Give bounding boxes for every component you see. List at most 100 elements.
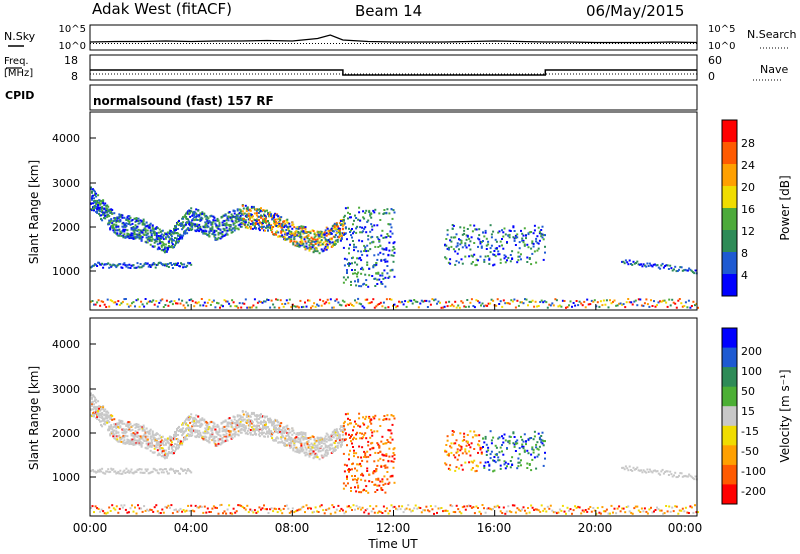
velocity-cell-3299 — [351, 434, 353, 436]
velocity-cell-2803 — [308, 455, 311, 458]
velocity-cell-4683 — [363, 511, 366, 514]
velocity-cell-2895 — [316, 447, 319, 450]
power-cell-2042 — [244, 204, 247, 207]
velocity-cell-37 — [92, 400, 94, 403]
velocity-cell-4471 — [202, 511, 205, 514]
power-cell-4908 — [534, 300, 537, 303]
velocity-cell-2605 — [292, 449, 295, 452]
power-cell-3824 — [465, 246, 468, 249]
power-cell-3316 — [353, 246, 355, 249]
power-cell-2614 — [293, 234, 296, 237]
velocity-cell-3217 — [342, 487, 345, 490]
power-cell-3410 — [362, 268, 365, 271]
power-cell-4780 — [437, 300, 440, 303]
power-cell-4378 — [132, 301, 135, 304]
velocity-cell-2263 — [263, 419, 265, 422]
power-cell-4488 — [216, 301, 218, 304]
velocity-cell-3589 — [380, 465, 383, 468]
power-cell-5042 — [636, 304, 639, 307]
velocity-cell-3295 — [351, 475, 353, 477]
power-cell-1254 — [180, 224, 182, 227]
power-cell-1496 — [199, 225, 202, 228]
velocity-cell-455 — [122, 435, 125, 438]
power-cell-3350 — [356, 273, 359, 275]
power-cell-348 — [114, 264, 117, 267]
power-cell-2214 — [258, 221, 261, 224]
power-cell-4644 — [334, 299, 337, 302]
velocity-cell-91 — [96, 417, 99, 420]
velocity-cell-3939 — [489, 453, 492, 456]
power-cell-3834 — [466, 228, 469, 230]
velocity-cell-231 — [106, 421, 109, 424]
power-cell-4454 — [190, 298, 193, 301]
velocity-cell-1807 — [224, 420, 227, 423]
velocity-cell-4569 — [276, 511, 279, 514]
power-cell-484 — [124, 236, 127, 239]
power-cell-3236 — [344, 232, 347, 235]
velocity-cell-4091 — [521, 438, 524, 441]
power-cell-4654 — [341, 299, 344, 302]
power-colorbar — [722, 120, 737, 297]
power-cell-1338 — [186, 232, 189, 235]
power-cell-4830 — [475, 299, 478, 302]
velocity-cell-2555 — [288, 428, 291, 431]
power-cell-3118 — [335, 222, 338, 225]
velocity-cell-3867 — [474, 470, 477, 473]
velocity-cell-4031 — [508, 435, 511, 438]
power-cell-4756 — [419, 302, 422, 305]
velocity-cell-4305 — [685, 475, 688, 478]
velocity-cell-1383 — [189, 421, 192, 424]
power-cell-2736 — [303, 238, 306, 241]
power-cell-2568 — [289, 225, 292, 228]
velocity-cell-4425 — [167, 504, 170, 507]
velocity-cell-2853 — [313, 437, 316, 440]
velocity-cell-3855 — [471, 467, 474, 469]
power-cell-4468 — [200, 298, 203, 300]
velocity-cell-2687 — [299, 433, 302, 436]
power-cell-3074 — [331, 241, 334, 244]
velocity-cell-3951 — [492, 436, 495, 439]
velocity-cell-4161 — [536, 447, 539, 450]
power-cell-4080 — [518, 241, 521, 244]
velocity-cell-3381 — [359, 425, 362, 428]
velocity-cell-1379 — [189, 417, 192, 420]
velocity-cell-1895 — [232, 433, 235, 436]
velocity-cell-2009 — [241, 425, 244, 428]
velocity-cell-4397 — [146, 508, 149, 511]
power-cell-182 — [103, 212, 106, 215]
power-cell-516 — [126, 264, 129, 267]
power-cell-4084 — [520, 229, 522, 232]
velocity-cell-4001 — [502, 453, 505, 456]
power-cell-4374 — [129, 304, 132, 307]
power-cell-2946 — [320, 248, 323, 251]
velocity-cell-1763 — [221, 436, 224, 439]
power-cell-4138 — [531, 240, 534, 243]
power-cell-3744 — [447, 248, 450, 251]
power-cell-258 — [108, 223, 111, 226]
power-cell-3334 — [355, 231, 358, 234]
velocity-cell-2439 — [278, 428, 281, 431]
power-cell-2780 — [307, 231, 310, 234]
velocity-cell-4475 — [205, 511, 208, 514]
velocity-cell-3481 — [369, 454, 372, 457]
power-cell-1654 — [212, 220, 215, 223]
velocity-cell-3729 — [445, 444, 448, 446]
velocity-cell-4055 — [513, 436, 516, 438]
power-cell-3382 — [360, 267, 363, 270]
velocity-cell-905 — [154, 433, 157, 436]
power-cell-1336 — [186, 211, 189, 214]
power-cell-3108 — [334, 225, 337, 228]
velocity-cell-3823 — [464, 450, 467, 453]
power-cell-1830 — [226, 233, 229, 236]
power-cell-4860 — [498, 303, 501, 305]
power-cell-4166 — [537, 226, 540, 229]
power-cell-4244 — [647, 265, 650, 267]
power-cell-4296 — [680, 266, 683, 269]
power-cell-4406 — [153, 303, 156, 306]
velocity-cell-4289 — [675, 476, 678, 479]
power-cell-3470 — [368, 211, 371, 213]
velocity-cell-4655 — [341, 509, 344, 512]
velocity-cell-4649 — [337, 504, 340, 507]
power-cell-1686 — [214, 222, 217, 225]
power-cell-28 — [92, 202, 94, 205]
